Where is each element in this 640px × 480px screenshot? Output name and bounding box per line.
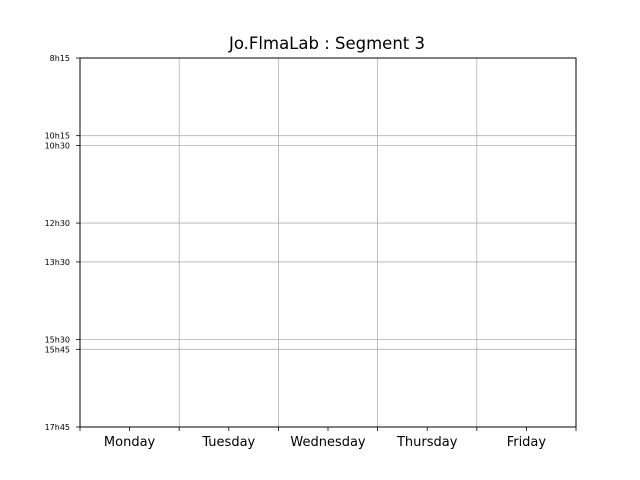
y-tick-label: 12h30 (45, 219, 70, 228)
chart-title: Jo.FlmaLab : Segment 3 (228, 34, 425, 53)
x-tick-label: Thursday (396, 435, 458, 450)
grid-layer (80, 57, 576, 428)
x-tick-label: Tuesday (201, 435, 255, 450)
y-tick-label: 15h30 (45, 336, 70, 345)
y-tick-label: 15h45 (45, 345, 70, 354)
y-tick-label: 17h45 (45, 423, 70, 432)
y-tick-label: 13h30 (45, 258, 70, 267)
plot-frame (79, 57, 577, 428)
x-tick-label: Wednesday (290, 435, 366, 450)
x-tick-label: Monday (104, 435, 156, 450)
y-tick-label: 10h30 (45, 141, 70, 150)
y-tick-label: 10h15 (45, 132, 70, 141)
y-tick-label: 8h15 (50, 54, 70, 63)
x-tick-label: Friday (507, 435, 547, 450)
